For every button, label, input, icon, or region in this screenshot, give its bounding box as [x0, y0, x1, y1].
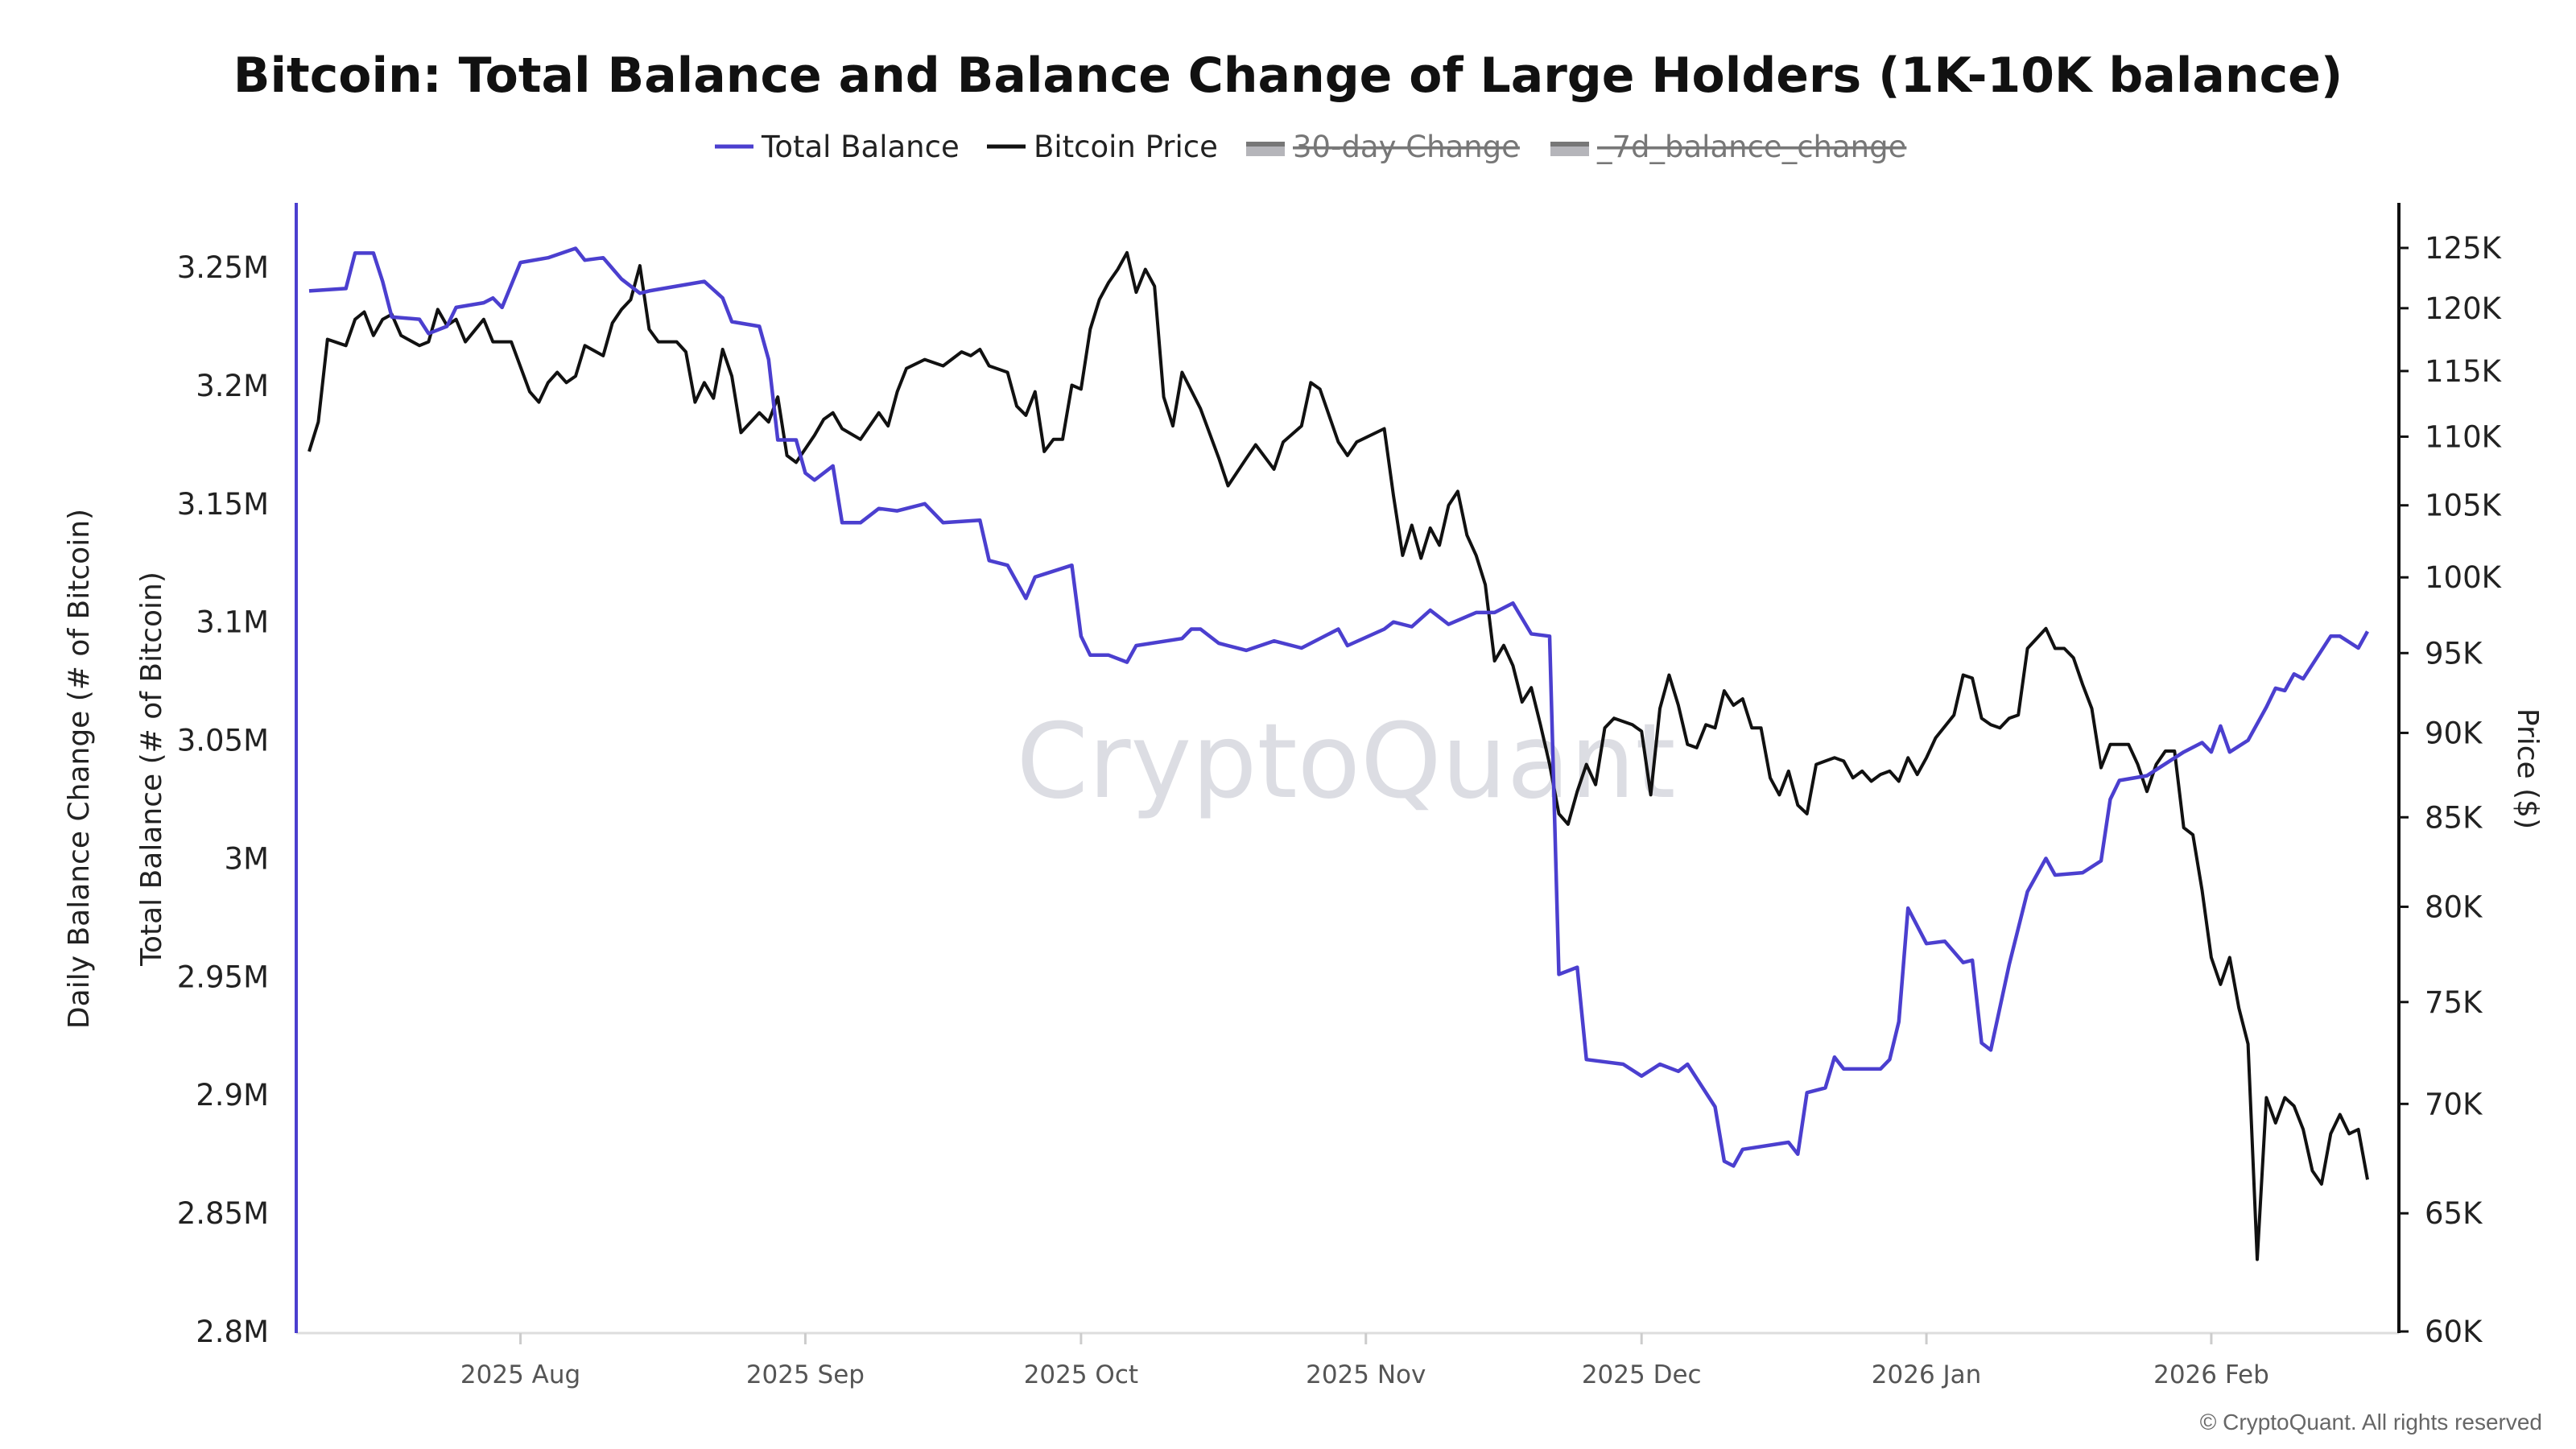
watermark: CryptoQuant — [1016, 702, 1675, 822]
bitcoin-price-line — [308, 250, 2369, 1261]
y-right-tick-label: 65K — [2425, 1196, 2483, 1231]
copyright: © CryptoQuant. All rights reserved — [2200, 1410, 2542, 1435]
legend-label-7d-balance-change: _7d_balance_change — [1596, 130, 1906, 164]
y-right-tick-label: 115K — [2425, 354, 2503, 389]
y-left-tick-label: 3.15M — [177, 487, 269, 522]
x-tick-label: 2026 Feb — [2153, 1360, 2269, 1389]
y-left-inner-title: Total Balance (# of Bitcoin) — [135, 572, 168, 967]
y-left-tick-label: 3M — [225, 841, 269, 876]
axes: 2025 Aug 2025 Sep 2025 Oct 2025 Nov 2025 Dec… — [177, 203, 2503, 1389]
y-right-tick-label: 85K — [2425, 800, 2483, 835]
legend-label-bitcoin-price: Bitcoin Price — [1034, 130, 1218, 164]
y-right-title: Price ($) — [2511, 708, 2544, 829]
y-right-tick-label: 80K — [2425, 890, 2483, 924]
legend-swatch-7d-balance-change-top — [1550, 142, 1589, 147]
y-right-tick-label: 95K — [2425, 636, 2483, 671]
y-left-tick-label: 2.9M — [196, 1078, 269, 1113]
legend-label-total-balance: Total Balance — [761, 130, 960, 164]
x-tick-label: 2025 Dec — [1582, 1360, 1702, 1389]
y-left-tick-label: 2.8M — [196, 1315, 269, 1349]
total-balance-line — [308, 246, 2369, 1168]
y-right-tick-label: 100K — [2425, 560, 2503, 595]
legend-swatch-30-day-change-top — [1246, 142, 1285, 147]
y-left-outer-title: Daily Balance Change (# of Bitcoin) — [63, 509, 96, 1029]
y-right-tick-label: 90K — [2425, 716, 2483, 750]
legend-item-bitcoin-price[interactable]: Bitcoin Price — [987, 130, 1218, 164]
y-left-tick-label: 3.25M — [177, 250, 269, 285]
x-tick-label: 2025 Oct — [1024, 1360, 1138, 1389]
x-tick-label: 2025 Nov — [1306, 1360, 1426, 1389]
y-right-tick-label: 75K — [2425, 985, 2483, 1020]
y-left-tick-label: 3.2M — [196, 369, 269, 403]
y-left-tick-label: 3.1M — [196, 605, 269, 640]
y-left-tick-label: 2.85M — [177, 1196, 269, 1231]
legend-item-7d-balance-change[interactable]: _7d_balance_change — [1550, 130, 1906, 164]
legend-label-30-day-change: 30-day Change — [1293, 130, 1520, 164]
y-right-tick-label: 105K — [2425, 489, 2503, 523]
legend: Total Balance Bitcoin Price 30-day Chang… — [715, 130, 1906, 164]
x-tick-label: 2025 Aug — [460, 1360, 580, 1389]
y-right-tick-label: 120K — [2425, 291, 2503, 326]
y-right-tick-label: 125K — [2425, 231, 2503, 266]
y-right-tick-label: 60K — [2425, 1315, 2483, 1349]
legend-item-30-day-change[interactable]: 30-day Change — [1246, 130, 1520, 164]
x-tick-label: 2026 Jan — [1872, 1360, 1982, 1389]
series-layer — [308, 246, 2369, 1261]
chart-title: Bitcoin: Total Balance and Balance Chang… — [233, 47, 2343, 104]
y-left-tick-label: 2.95M — [177, 960, 269, 994]
y-right-tick-label: 110K — [2425, 419, 2503, 454]
x-tick-label: 2025 Sep — [746, 1360, 865, 1389]
y-left-tick-label: 3.05M — [177, 724, 269, 758]
y-right-tick-label: 70K — [2425, 1087, 2483, 1121]
legend-item-total-balance[interactable]: Total Balance — [715, 130, 960, 164]
